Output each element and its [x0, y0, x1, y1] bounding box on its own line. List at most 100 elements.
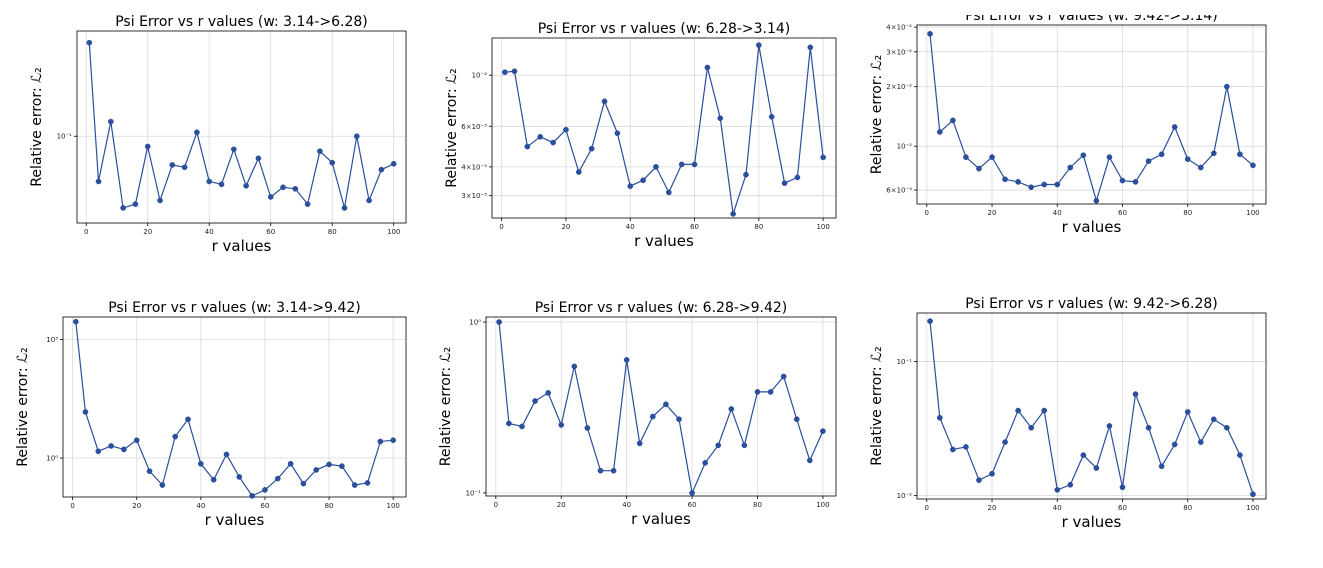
data-point [820, 154, 826, 161]
data-point [502, 69, 508, 76]
data-point [304, 201, 311, 207]
data-point [950, 117, 956, 124]
x-tick-label: 40 [1053, 209, 1062, 217]
data-point [1106, 423, 1113, 429]
data-point [575, 169, 582, 175]
data-point [262, 487, 268, 493]
data-point [627, 183, 634, 189]
data-point [1041, 407, 1048, 414]
data-point [1184, 156, 1191, 162]
data-point [1119, 484, 1126, 491]
y-tick-label: 6×10⁻³ [886, 187, 912, 195]
data-point [181, 164, 188, 171]
x-axis-label: r values [212, 237, 272, 255]
x-tick-label: 40 [196, 502, 205, 510]
data-point [1080, 452, 1087, 458]
data-point [218, 181, 225, 188]
x-tick-label: 80 [1183, 504, 1192, 512]
data-point [704, 64, 711, 71]
data-point [274, 475, 281, 482]
x-tick-label: 80 [753, 501, 762, 509]
data-point [121, 446, 127, 453]
data-point [807, 44, 814, 51]
data-point [496, 319, 502, 325]
chart-svg: 0 20 40 60 80 100 10⁻¹ Psi Error vs r values (w… [29, 14, 407, 255]
data-point [558, 422, 565, 428]
x-tick-label: 100 [386, 502, 399, 510]
series-line [504, 45, 824, 215]
data-point [1015, 407, 1021, 414]
data-point [95, 178, 102, 185]
data-point [623, 357, 630, 363]
x-tick-label: 60 [266, 228, 275, 236]
data-point [351, 482, 358, 488]
series-line [929, 321, 1254, 495]
data-point [1145, 424, 1152, 431]
data-point [341, 205, 348, 211]
y-axis-label: Relative error: ℒ₂ [438, 347, 454, 466]
data-point [329, 159, 336, 166]
data-point [636, 440, 643, 447]
y-tick-label: 10⁻² [472, 72, 488, 80]
chart-panel: 0 20 40 60 80 100 6×10⁻³ 10⁻² 2×10⁻² 3×10⁻² 4×10⁻²… [860, 8, 1280, 270]
series-line [88, 42, 394, 209]
data-point [793, 416, 800, 423]
data-point [146, 468, 153, 475]
data-point [223, 451, 230, 458]
y-tick-label: 10⁰ [469, 319, 481, 327]
data-point [243, 182, 249, 189]
data-point [108, 443, 114, 449]
x-tick-label: 0 [499, 223, 503, 231]
chart-panel: 0 20 40 60 80 100 10⁻¹ Psi Error vs r values (w… [0, 14, 420, 270]
chart-panel: 0 20 40 60 80 100 3×10⁻³ 4×10⁻³ 6×10⁻³ 10⁻² Psi Er… [430, 15, 850, 270]
data-point [194, 129, 200, 136]
data-point [364, 480, 371, 486]
data-point [676, 416, 682, 423]
data-point [157, 197, 163, 204]
chart-title: Psi Error vs r values (w: 3.14->6.28) [115, 15, 368, 30]
data-point [72, 318, 79, 325]
chart-panel: 0 20 40 60 80 100 10⁻¹ 10⁰ Psi Error vs r values… [430, 290, 850, 555]
data-point [1197, 164, 1204, 171]
x-tick-label: 20 [557, 501, 566, 509]
x-tick-label: 40 [205, 228, 214, 236]
data-point [755, 42, 762, 49]
data-point [1132, 391, 1139, 398]
series-line [498, 321, 824, 496]
data-point [794, 174, 801, 181]
y-tick-label: 10⁻¹ [897, 358, 913, 366]
y-axis-label: Relative error: ℒ₂ [869, 55, 885, 174]
plot-frame [485, 316, 837, 497]
x-tick-label: 40 [622, 501, 631, 509]
x-tick-label: 20 [988, 504, 997, 512]
y-tick-label: 10⁻¹ [57, 133, 73, 141]
x-tick-label: 60 [1118, 209, 1127, 217]
data-point [1028, 424, 1035, 431]
data-point [743, 171, 749, 178]
data-point [378, 166, 385, 173]
data-point [197, 460, 204, 467]
data-point [159, 482, 166, 488]
data-point [1250, 162, 1256, 169]
data-point [1067, 481, 1074, 488]
data-point [820, 428, 826, 434]
data-point [927, 318, 933, 324]
data-point [649, 413, 656, 420]
data-point [1093, 197, 1100, 204]
data-point [339, 463, 345, 469]
data-point [584, 425, 591, 431]
data-point [292, 185, 299, 192]
data-point [255, 155, 262, 162]
series-line [929, 33, 1254, 203]
data-point [563, 126, 569, 133]
data-point [1132, 179, 1139, 185]
data-point [1250, 491, 1256, 498]
data-point [665, 189, 672, 196]
plot-frame [916, 24, 1267, 205]
data-point [571, 363, 578, 370]
y-tick-label: 4×10⁻² [886, 24, 912, 32]
chart-title: Psi Error vs r values (w: 9.42->6.28) [965, 296, 1218, 312]
data-point [82, 409, 89, 415]
x-tick-label: 0 [925, 504, 929, 512]
data-point [717, 115, 724, 122]
